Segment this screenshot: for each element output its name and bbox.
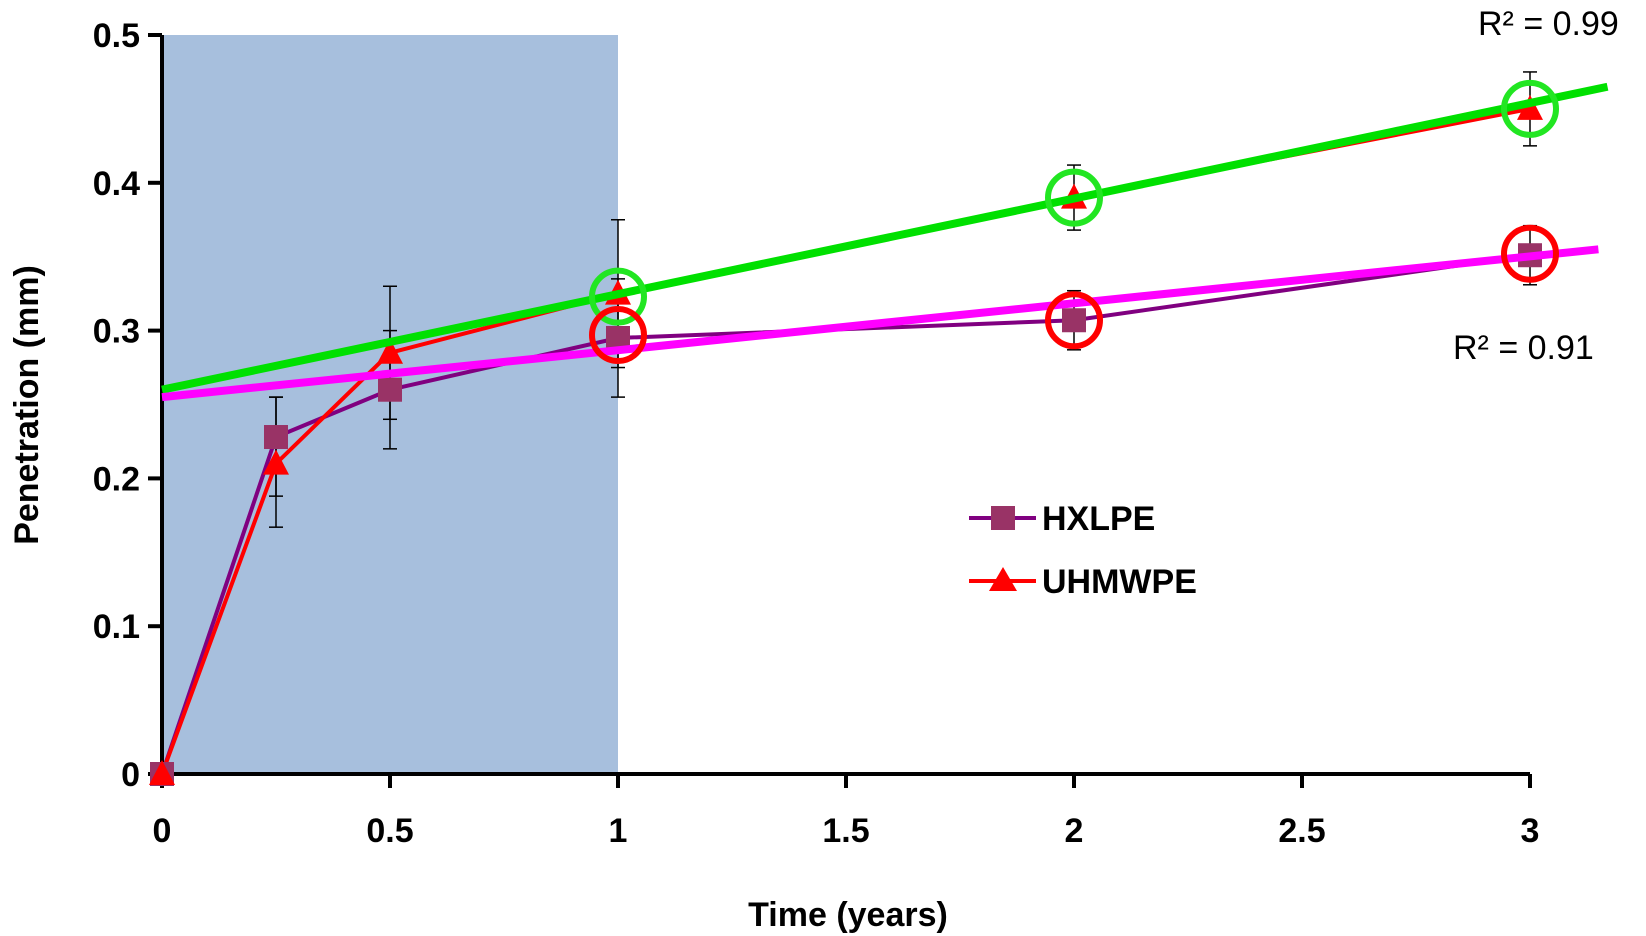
data-point-uhmwpe — [263, 449, 289, 475]
trendline-r2-label-upper: R² = 0.99 — [1478, 5, 1619, 43]
data-point-hxlpe — [264, 425, 288, 450]
legend-label-hxlpe: HXLPE — [1042, 500, 1155, 538]
x-tick-label: 1 — [609, 812, 628, 850]
data-point-uhmwpe — [1517, 94, 1543, 120]
y-axis-title: Penetration (mm) — [8, 265, 46, 545]
y-tick-label: 0 — [121, 756, 140, 794]
legend-swatch-marker-hxlpe — [991, 506, 1015, 530]
x-axis-ticks: 0 0.5 1 1.5 2 2.5 3 — [153, 774, 1540, 850]
trendline-0 — [161, 82, 1609, 394]
legend: HXLPE UHMWPE — [969, 500, 1197, 601]
x-tick-label: 0 — [153, 812, 172, 850]
trendline-1 — [161, 245, 1599, 402]
highlight-circle — [589, 306, 647, 365]
highlight-circle — [1045, 291, 1103, 350]
highlight-circle — [1501, 224, 1559, 283]
highlight-circle — [1501, 79, 1559, 138]
trendlines — [161, 82, 1609, 402]
data-point-uhmwpe — [377, 338, 403, 364]
highlight-circles — [589, 79, 1559, 365]
legend-label-uhmwpe: UHMWPE — [1042, 563, 1197, 601]
legend-swatch-marker-uhmwpe — [989, 567, 1017, 591]
x-tick-label: 2 — [1065, 812, 1084, 850]
trendline-r2-label-lower: R² = 0.91 — [1453, 329, 1594, 367]
x-tick-label: 3 — [1521, 812, 1540, 850]
y-tick-label: 0.2 — [93, 460, 140, 498]
y-tick-label: 0.5 — [93, 17, 140, 55]
legend-item-hxlpe: HXLPE — [969, 500, 1155, 538]
x-axis-title: Time (years) — [748, 896, 948, 934]
x-tick-label: 0.5 — [366, 812, 413, 850]
data-point-hxlpe — [378, 377, 402, 402]
y-tick-label: 0.4 — [93, 165, 140, 203]
y-axis-ticks: 0 0.1 0.2 0.3 0.4 0.5 — [93, 17, 162, 794]
legend-item-uhmwpe: UHMWPE — [969, 563, 1197, 601]
data-point-uhmwpe — [149, 760, 175, 785]
x-tick-label: 2.5 — [1278, 812, 1325, 850]
y-tick-label: 0.3 — [93, 313, 140, 351]
y-tick-label: 0.1 — [93, 608, 140, 646]
x-tick-label: 1.5 — [822, 812, 869, 850]
highlight-circle — [1045, 168, 1103, 227]
highlight-circle — [589, 267, 647, 326]
data-point-hxlpe — [1062, 308, 1086, 333]
